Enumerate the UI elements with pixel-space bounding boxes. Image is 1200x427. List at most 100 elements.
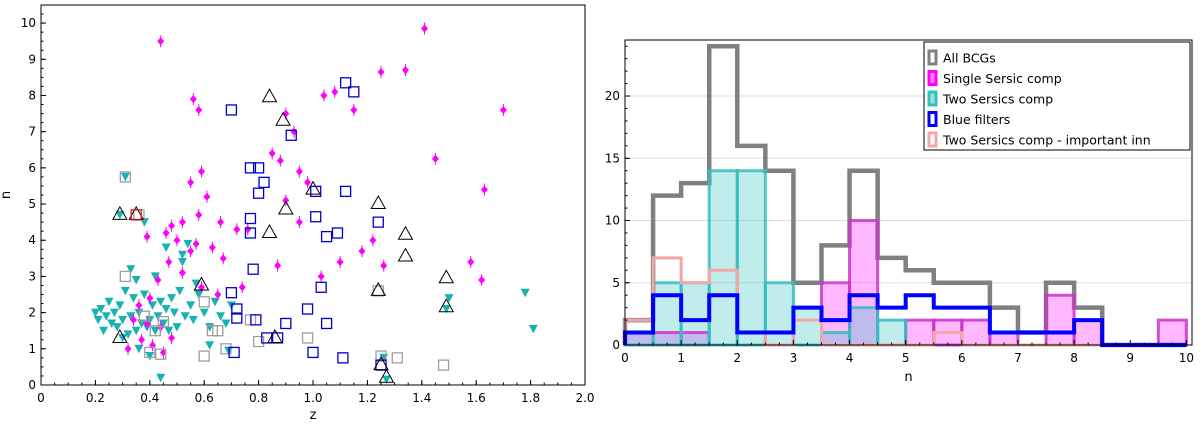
open-triangle <box>112 205 128 220</box>
hist-bar <box>961 320 990 345</box>
x-tick-label: 1.2 <box>358 391 377 405</box>
x-tick-label: 2.0 <box>575 391 594 405</box>
two-sersics-point <box>107 319 117 328</box>
single-sersic-point <box>187 178 195 187</box>
two-sersics-point <box>120 286 130 296</box>
x-tick-label: 0.2 <box>86 391 105 405</box>
x-tick-label: 1.4 <box>412 391 431 405</box>
two-sersics-point <box>180 312 190 321</box>
blue-filter-square <box>310 185 322 198</box>
x-tick-label: 6 <box>958 351 966 365</box>
single-sersic-point <box>304 178 312 187</box>
single-sersic-point <box>192 239 200 248</box>
important-inner-square <box>437 359 450 371</box>
two-sersics-point <box>115 210 125 220</box>
hist-bar <box>849 220 878 345</box>
two-sersics-point <box>115 301 125 310</box>
single-sersic-point <box>377 67 385 76</box>
open-triangle <box>370 281 387 296</box>
legend-box <box>923 41 1191 151</box>
legend-label: Single Sersic comp <box>943 71 1062 86</box>
blue-filter-square <box>244 227 257 239</box>
single-sersic-point <box>331 87 339 96</box>
open-triangle <box>378 368 395 383</box>
blue-filter-square <box>315 281 327 293</box>
two-sersics-point <box>191 279 201 289</box>
two-sersics-point <box>90 308 100 318</box>
hist-bar <box>765 282 794 345</box>
single-sersic-point <box>233 225 241 234</box>
important-inner-square <box>198 350 210 362</box>
hist-bar <box>737 170 766 345</box>
two-sersics-point <box>112 323 122 332</box>
blue-filter-square <box>310 211 322 223</box>
hist-bar <box>1158 320 1187 345</box>
hist-bar <box>821 332 850 345</box>
x-tick-label: 0.6 <box>195 391 214 405</box>
histogram-legend: All BCGs Single Sersic comp Two Sersics co… <box>923 41 1191 151</box>
open-triangle <box>397 225 414 240</box>
legend-swatch <box>927 90 938 107</box>
single-sersic-point <box>178 218 186 227</box>
single-sersic-point <box>208 243 216 252</box>
open-triangle <box>397 247 414 262</box>
blue-filter-square <box>261 332 273 344</box>
scatter-plot-frame <box>40 4 586 386</box>
single-sersic-point <box>197 283 205 292</box>
y-tick-label: 5 <box>28 197 36 211</box>
hist-step-line <box>623 293 1187 347</box>
histogram-chart: 0 1 2 3 4 5 6 7 8 9 10 0 5 10 15 20 n All BCGs Single S… <box>605 39 1194 385</box>
two-sersics-point <box>164 326 174 336</box>
two-sersics-point <box>177 257 187 267</box>
two-sersics-point <box>104 297 114 307</box>
open-triangle <box>370 195 387 210</box>
y-tick-label: 10 <box>21 16 36 30</box>
blue-filter-square <box>285 129 297 141</box>
two-sersics-point <box>109 308 119 318</box>
open-triangle <box>267 328 283 343</box>
x-tick-label: 4 <box>846 351 854 365</box>
single-sersic-point <box>138 335 146 344</box>
blue-filter-square <box>320 317 333 330</box>
single-sersic-point <box>124 344 132 353</box>
x-tick-label: 7 <box>1014 351 1022 365</box>
single-sersic-point <box>401 66 409 75</box>
two-sersics-point <box>381 375 391 385</box>
important-inner-square <box>155 348 167 360</box>
single-sersic-point <box>467 257 475 266</box>
two-sersics-point <box>120 172 130 182</box>
two-sersics-point <box>444 294 454 303</box>
important-inner-square <box>149 325 161 337</box>
single-sersic-point <box>276 156 284 165</box>
blue-filter-square <box>348 86 360 98</box>
y-tick-label: 9 <box>28 52 36 66</box>
single-sersic-point <box>274 261 282 270</box>
x-tick-label: 1.6 <box>467 391 486 405</box>
two-sersics-point <box>199 308 209 318</box>
important-inner-square <box>252 335 265 348</box>
blue-filter-square <box>339 77 352 89</box>
single-sersic-point <box>135 301 143 310</box>
two-sersics-point <box>99 326 109 336</box>
y-tick-label: 1 <box>28 342 36 356</box>
open-triangle <box>112 328 128 343</box>
y-tick-label: 15 <box>605 151 620 165</box>
important-inner-square <box>119 171 131 183</box>
important-inner-square <box>220 343 232 355</box>
two-sersics-point <box>177 250 187 260</box>
two-sersics-point <box>161 305 171 314</box>
important-inner-square <box>157 316 170 328</box>
two-sersics-point <box>131 326 141 336</box>
blue-filter-square <box>231 303 243 315</box>
blue-filter-square <box>225 287 238 299</box>
single-sersic-point <box>369 236 377 245</box>
x-tick-label: 0.4 <box>140 391 159 405</box>
x-tick-label: 1.0 <box>303 391 322 405</box>
blue-filter-square <box>301 303 314 315</box>
legend-label: Two Sersics comp <box>942 92 1053 107</box>
two-sersics-point <box>520 288 530 298</box>
legend-swatch <box>927 70 938 86</box>
two-sersics-point <box>118 333 128 343</box>
open-triangle <box>305 180 321 195</box>
